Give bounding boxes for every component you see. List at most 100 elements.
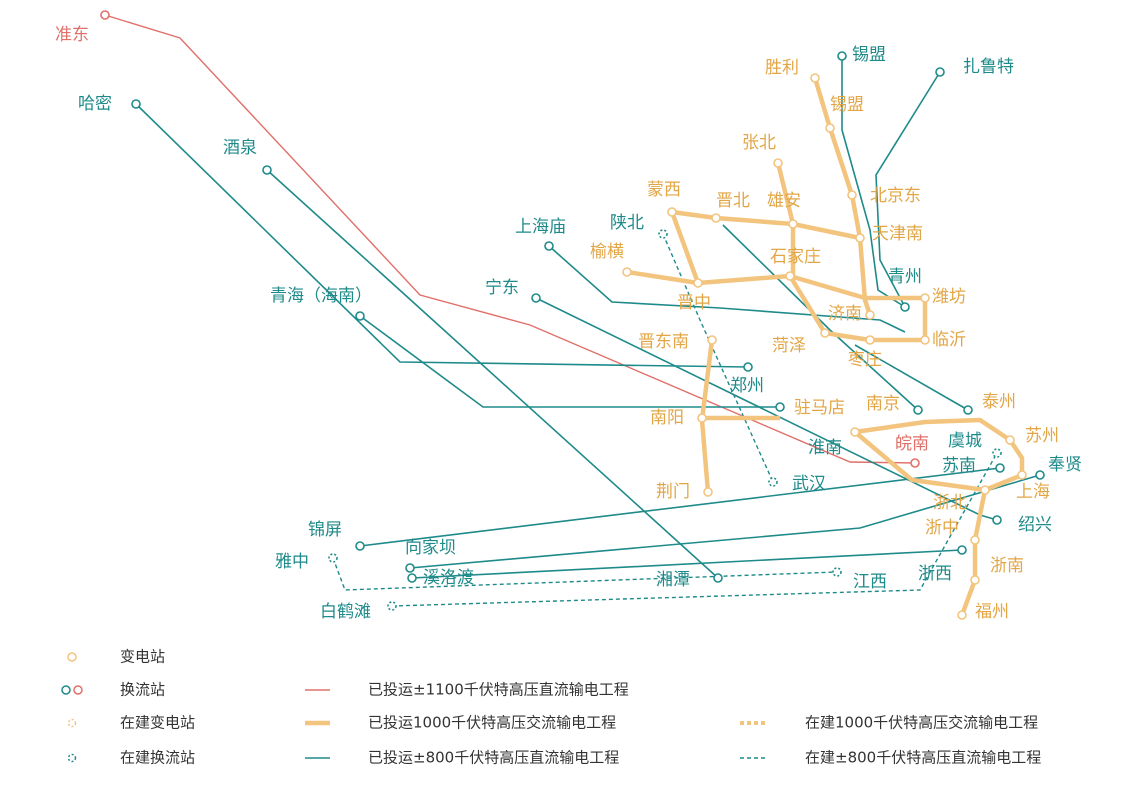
station-node	[900, 302, 910, 312]
station-node	[910, 458, 920, 468]
station-node	[995, 463, 1005, 473]
line-800-building	[662, 233, 774, 483]
station-label: 泰州	[982, 392, 1016, 412]
station-node	[825, 123, 835, 133]
station-node	[992, 448, 1002, 458]
legend-label: 换流站	[120, 681, 165, 699]
station-node	[328, 553, 338, 563]
station-label: 雅中	[275, 552, 309, 572]
legend-converter	[61, 685, 71, 695]
station-label: 宁东	[485, 278, 519, 298]
station-label: 湘潭	[656, 570, 690, 590]
line-800	[841, 56, 906, 308]
legend-converter	[73, 685, 83, 695]
station-node	[131, 99, 141, 109]
station-node	[713, 573, 723, 583]
station-node	[963, 405, 973, 415]
station-label: 武汉	[792, 474, 826, 494]
station-label: 晋中	[677, 293, 711, 313]
station-label: 扎鲁特	[963, 57, 1014, 77]
legend-symbols	[61, 652, 765, 763]
station-label: 锡盟	[852, 45, 886, 65]
line-1000	[669, 211, 701, 284]
legend-label: 在建1000千伏特高压交流输电工程	[805, 714, 1038, 732]
station-label: 天津南	[872, 224, 923, 244]
station-node	[847, 190, 857, 200]
station-label: 淮南	[808, 438, 842, 458]
station-node	[355, 541, 365, 551]
line-800	[135, 103, 749, 368]
station-node	[1017, 470, 1027, 480]
station-node	[743, 362, 753, 372]
station-node	[658, 229, 668, 239]
station-label: 苏南	[942, 456, 976, 476]
station-node	[992, 515, 1002, 525]
station-node	[788, 219, 798, 229]
station-label: 浙南	[990, 556, 1024, 576]
station-node	[957, 545, 967, 555]
station-label: 皖南	[895, 434, 929, 454]
station-node	[405, 563, 415, 573]
legend-label: 已投运±1100千伏特高压直流输电工程	[368, 681, 629, 699]
station-node	[810, 73, 820, 83]
line-800	[409, 474, 1041, 569]
station-node	[837, 51, 847, 61]
station-label: 上海	[1016, 482, 1050, 502]
lines	[104, 14, 1041, 616]
station-node	[355, 311, 365, 321]
legend-substation-building	[67, 718, 77, 728]
station-node	[850, 427, 860, 437]
station-node	[855, 233, 865, 243]
legend-label: 在建变电站	[120, 714, 195, 732]
station-node	[773, 158, 783, 168]
station-node	[622, 267, 632, 277]
line-800	[359, 315, 780, 408]
legend-substation	[67, 652, 77, 662]
station-label: 晋北	[716, 191, 750, 211]
line-800	[548, 245, 906, 333]
station-node	[703, 487, 713, 497]
station-node	[785, 271, 795, 281]
station-node	[920, 293, 930, 303]
station-label: 临沂	[932, 330, 966, 350]
station-label: 胜利	[765, 58, 799, 78]
station-label: 张北	[742, 133, 776, 153]
line-1000	[959, 489, 988, 616]
line-1000	[671, 209, 861, 241]
station-label: 浙中	[925, 518, 959, 538]
station-label: 溪洛渡	[423, 568, 474, 588]
station-node	[865, 335, 875, 345]
station-label: 白鹤滩	[320, 602, 371, 622]
legend-label: 在建±800千伏特高压直流输电工程	[805, 749, 1041, 767]
station-node	[667, 207, 677, 217]
station-node	[707, 335, 717, 345]
line-800	[266, 169, 719, 579]
station-label: 上海庙	[515, 217, 566, 237]
station-label: 向家坝	[405, 538, 456, 558]
station-node	[913, 405, 923, 415]
station-label: 驻马店	[794, 398, 845, 418]
station-node	[711, 213, 721, 223]
station-label: 北京东	[870, 186, 921, 206]
station-label: 蒙西	[647, 180, 681, 200]
station-node	[775, 402, 785, 412]
station-label: 郑州	[730, 376, 764, 396]
line-800	[535, 297, 998, 521]
line-800-building	[332, 557, 838, 591]
station-node	[980, 485, 990, 495]
station-label: 晋东南	[638, 332, 689, 352]
line-1100	[104, 14, 916, 464]
station-label: 浙北	[933, 493, 967, 513]
station-node	[970, 535, 980, 545]
station-node	[865, 310, 875, 320]
line-800	[722, 224, 919, 411]
station-node	[697, 413, 707, 423]
station-label: 浙西	[918, 564, 952, 584]
legend-label: 变电站	[120, 648, 165, 666]
line-1000	[853, 417, 1025, 493]
station-node	[920, 335, 930, 345]
station-label: 酒泉	[223, 138, 257, 158]
line-800	[875, 71, 941, 308]
station-label: 哈密	[78, 94, 112, 114]
